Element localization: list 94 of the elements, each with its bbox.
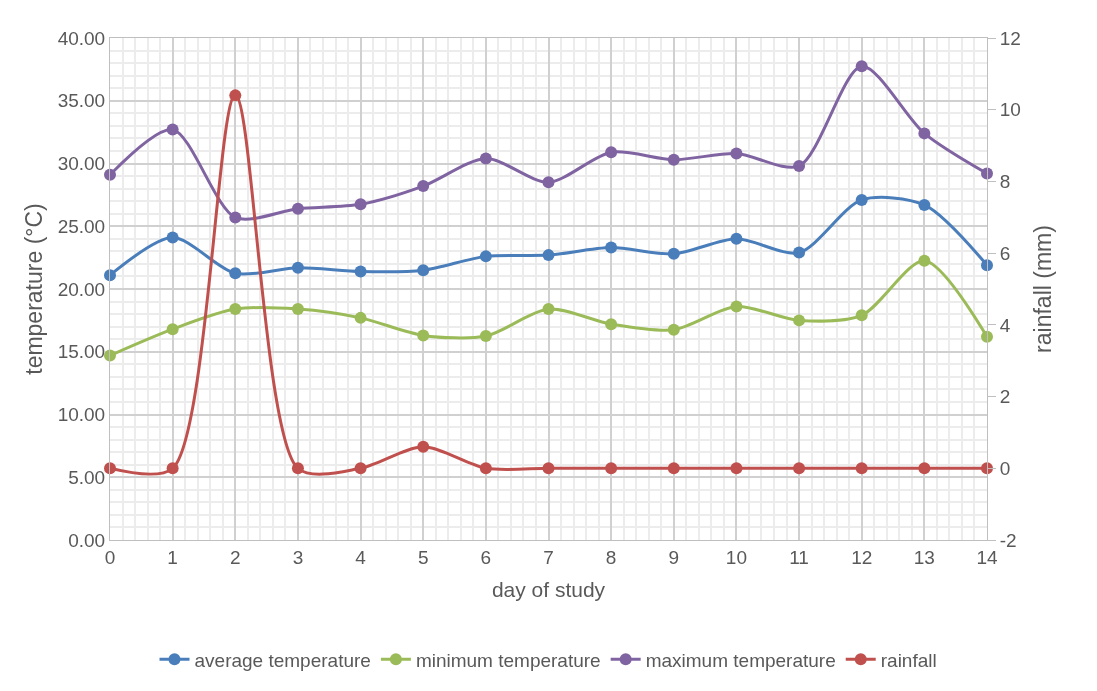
x-tick-label: 13 bbox=[913, 546, 935, 568]
point bbox=[667, 247, 680, 260]
y-tick-label: 10.00 bbox=[57, 404, 106, 426]
point bbox=[730, 300, 743, 313]
point bbox=[417, 264, 430, 277]
point bbox=[667, 153, 680, 166]
point bbox=[730, 147, 743, 160]
point bbox=[417, 180, 430, 193]
point bbox=[605, 462, 618, 475]
x-tick-label: 8 bbox=[605, 546, 617, 568]
point bbox=[918, 462, 931, 475]
x-tick-label: 2 bbox=[230, 546, 241, 568]
point bbox=[291, 261, 304, 274]
point bbox=[166, 462, 179, 475]
point bbox=[479, 330, 492, 343]
point bbox=[417, 440, 430, 453]
point bbox=[229, 89, 242, 102]
legend-label: rainfall bbox=[880, 649, 937, 671]
point bbox=[479, 462, 492, 475]
point bbox=[605, 241, 618, 254]
x-tick-label: 10 bbox=[725, 546, 747, 568]
point bbox=[918, 198, 931, 211]
point bbox=[730, 232, 743, 245]
point bbox=[104, 269, 116, 282]
point bbox=[793, 160, 806, 172]
point bbox=[667, 323, 680, 336]
point bbox=[229, 303, 242, 316]
point bbox=[542, 462, 555, 475]
y2-tick-label: 2 bbox=[999, 386, 1011, 408]
y2-tick-label: 4 bbox=[999, 314, 1011, 336]
x-tick-label: 11 bbox=[789, 546, 809, 568]
x-tick-label: 9 bbox=[668, 546, 680, 568]
y2-tick-label: 10 bbox=[999, 99, 1021, 121]
y-tick-label: 40.00 bbox=[57, 27, 106, 49]
x-tick-label: 6 bbox=[480, 546, 492, 568]
legend-label: average temperature bbox=[194, 649, 371, 671]
x-tick-label: 3 bbox=[292, 546, 304, 568]
point bbox=[667, 462, 680, 475]
x-tick-label: 5 bbox=[417, 546, 429, 568]
y2-axis-title: rainfall (mm) bbox=[1029, 225, 1056, 353]
point bbox=[229, 211, 242, 224]
y2-tick-label: 6 bbox=[999, 242, 1011, 264]
x-tick-label: 7 bbox=[543, 546, 554, 568]
point bbox=[855, 309, 868, 322]
point bbox=[918, 254, 931, 267]
point bbox=[730, 462, 743, 475]
legend-label: maximum temperature bbox=[645, 649, 836, 671]
x-axis-title: day of study bbox=[491, 578, 606, 601]
point bbox=[542, 176, 555, 189]
x-tick-label: 4 bbox=[355, 546, 367, 568]
y2-tick-label: 8 bbox=[999, 171, 1011, 193]
y2-tick-label: -2 bbox=[999, 529, 1017, 551]
point bbox=[793, 462, 806, 475]
point bbox=[291, 202, 304, 215]
y2-tick-label: 12 bbox=[999, 27, 1021, 49]
point bbox=[855, 193, 868, 206]
point bbox=[166, 231, 179, 244]
point bbox=[918, 127, 931, 140]
point bbox=[479, 152, 492, 165]
point bbox=[855, 60, 868, 73]
point bbox=[354, 265, 367, 278]
point bbox=[291, 462, 304, 475]
legend-label: minimum temperature bbox=[415, 649, 601, 671]
point bbox=[855, 462, 868, 475]
x-tick-label: 0 bbox=[104, 546, 116, 568]
point bbox=[291, 303, 304, 316]
point bbox=[793, 246, 806, 259]
point bbox=[354, 198, 367, 211]
x-tick-label: 12 bbox=[851, 546, 873, 568]
y-tick-label: 5.00 bbox=[68, 466, 106, 488]
point bbox=[981, 259, 993, 272]
y-axis-title: temperature (°C) bbox=[21, 203, 48, 375]
y-tick-label: 0.00 bbox=[68, 529, 106, 551]
point bbox=[542, 303, 555, 316]
x-tick-label: 14 bbox=[976, 546, 998, 568]
point bbox=[605, 318, 618, 331]
point bbox=[793, 314, 806, 327]
point bbox=[354, 311, 367, 324]
point bbox=[229, 267, 242, 280]
x-tick-label: 1 bbox=[167, 546, 178, 568]
y-tick-label: 30.00 bbox=[57, 153, 106, 175]
point bbox=[104, 168, 116, 181]
point bbox=[605, 146, 618, 159]
y-tick-label: 15.00 bbox=[57, 341, 106, 363]
point bbox=[417, 329, 430, 342]
point bbox=[542, 249, 555, 262]
y-tick-label: 35.00 bbox=[57, 90, 106, 112]
point bbox=[479, 250, 492, 263]
y-tick-label: 25.00 bbox=[57, 215, 106, 237]
point bbox=[354, 462, 367, 475]
point bbox=[166, 323, 179, 336]
y2-tick-label: 0 bbox=[999, 457, 1011, 479]
y-tick-label: 20.00 bbox=[57, 278, 106, 300]
point bbox=[166, 123, 179, 136]
